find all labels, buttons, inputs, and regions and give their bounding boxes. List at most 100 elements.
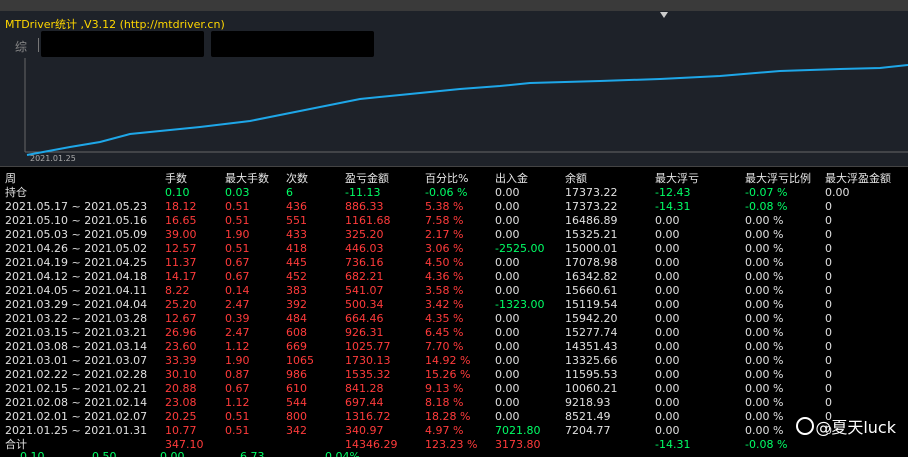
value-cell: 1.90 [225, 354, 250, 367]
value-cell: 13325.66 [565, 354, 618, 367]
total-cell: -0.08 % [745, 438, 788, 451]
top-bar [0, 0, 908, 11]
value-cell: 0.67 [225, 270, 250, 283]
partial-cell: 0.00 [160, 450, 185, 457]
value-cell: 15.26 % [425, 368, 471, 381]
value-cell: 0.00 [495, 326, 520, 339]
value-cell: 664.46 [345, 312, 384, 325]
value-cell: 608 [286, 326, 307, 339]
value-cell: 0.00 [495, 284, 520, 297]
value-cell: 0 [825, 424, 832, 437]
value-cell: 0 [825, 284, 832, 297]
week-cell: 2021.02.15 ~ 2021.02.21 [5, 382, 148, 395]
value-cell: 0.00 [495, 368, 520, 381]
value-cell: 1025.77 [345, 340, 391, 353]
value-cell: 6.45 % [425, 326, 464, 339]
column-header: 周 [5, 172, 16, 185]
value-cell: 0 [825, 340, 832, 353]
value-cell: 0.00 [655, 396, 680, 409]
value-cell: 610 [286, 382, 307, 395]
value-cell: 0.00 [495, 200, 520, 213]
value-cell: 0.00 % [745, 410, 784, 423]
value-cell: 0.00 [655, 298, 680, 311]
value-cell: 4.36 % [425, 270, 464, 283]
value-cell: 0.51 [225, 200, 250, 213]
value-cell: 433 [286, 228, 307, 241]
value-cell: 16486.89 [565, 214, 618, 227]
value-cell: 23.60 [165, 340, 197, 353]
partial-cell: 0.50 [92, 450, 117, 457]
value-cell: 0 [825, 256, 832, 269]
value-cell: 0.00 % [745, 368, 784, 381]
value-cell: 7.58 % [425, 214, 464, 227]
value-cell: 20.88 [165, 382, 197, 395]
value-cell: 26.96 [165, 326, 197, 339]
value-cell: 8521.49 [565, 410, 611, 423]
value-cell: 14.17 [165, 270, 197, 283]
value-cell: 886.33 [345, 200, 384, 213]
value-cell: 0.00 % [745, 382, 784, 395]
value-cell: 0.51 [225, 424, 250, 437]
value-cell: 2.47 [225, 298, 250, 311]
value-cell: 0.87 [225, 368, 250, 381]
value-cell: 0.00 [655, 242, 680, 255]
week-cell: 2021.05.17 ~ 2021.05.23 [5, 200, 148, 213]
value-cell: 0.00 [495, 312, 520, 325]
partial-cell: 0.04% [325, 450, 360, 457]
chart-start-label: 2021.01.25 [30, 154, 76, 163]
equity-curve [24, 58, 908, 156]
value-cell: -2525.00 [495, 242, 545, 255]
value-cell: 446.03 [345, 242, 384, 255]
value-cell: 14351.43 [565, 340, 618, 353]
tab[interactable]: 综 [15, 40, 28, 54]
open-cell: 持仓 [5, 186, 27, 199]
value-cell: 0.00 [655, 424, 680, 437]
value-cell: 0 [825, 228, 832, 241]
value-cell: 0.00 [495, 354, 520, 367]
value-cell: 0.00 % [745, 326, 784, 339]
redacted-box [41, 31, 204, 57]
week-cell: 2021.02.01 ~ 2021.02.07 [5, 410, 148, 423]
value-cell: 7.70 % [425, 340, 464, 353]
value-cell: 1.12 [225, 396, 250, 409]
week-cell: 2021.01.25 ~ 2021.01.31 [5, 424, 148, 437]
value-cell: 0 [825, 396, 832, 409]
tab-separator [38, 38, 39, 52]
value-cell: 9218.93 [565, 396, 611, 409]
value-cell: 5.38 % [425, 200, 464, 213]
value-cell: 0.00 % [745, 242, 784, 255]
value-cell: 342 [286, 424, 307, 437]
week-cell: 2021.02.08 ~ 2021.02.14 [5, 396, 148, 409]
week-cell: 2021.03.08 ~ 2021.03.14 [5, 340, 148, 353]
value-cell: 325.20 [345, 228, 384, 241]
value-cell: 0.00 [495, 228, 520, 241]
value-cell: 0 [825, 270, 832, 283]
value-cell: 15660.61 [565, 284, 618, 297]
value-cell: 697.44 [345, 396, 384, 409]
total-cell: 3173.80 [495, 438, 541, 451]
value-cell: 544 [286, 396, 307, 409]
value-cell: 0.67 [225, 256, 250, 269]
value-cell: 0.00 % [745, 256, 784, 269]
value-cell: 1065 [286, 354, 314, 367]
total-cell: 123.23 % [425, 438, 478, 451]
partial-cell: 0.10 [20, 450, 45, 457]
value-cell: 0.00 % [745, 340, 784, 353]
week-cell: 2021.04.19 ~ 2021.04.25 [5, 256, 148, 269]
value-cell: 14.92 % [425, 354, 471, 367]
value-cell: 3.42 % [425, 298, 464, 311]
collapse-icon[interactable] [660, 12, 668, 18]
value-cell: 0.00 [495, 382, 520, 395]
column-header: 最大手数 [225, 172, 269, 185]
watermark: @夏天luck [815, 418, 896, 437]
value-cell: 0 [825, 298, 832, 311]
value-cell: 7021.80 [495, 424, 541, 437]
value-cell: 0.00 % [745, 228, 784, 241]
value-cell: 3.06 % [425, 242, 464, 255]
value-cell: 0.00 [655, 214, 680, 227]
week-cell: 2021.03.01 ~ 2021.03.07 [5, 354, 148, 367]
value-cell: 0.00 [495, 396, 520, 409]
value-cell: 0.00 [655, 340, 680, 353]
value-cell: 18.28 % [425, 410, 471, 423]
value-cell: 0.39 [225, 312, 250, 325]
